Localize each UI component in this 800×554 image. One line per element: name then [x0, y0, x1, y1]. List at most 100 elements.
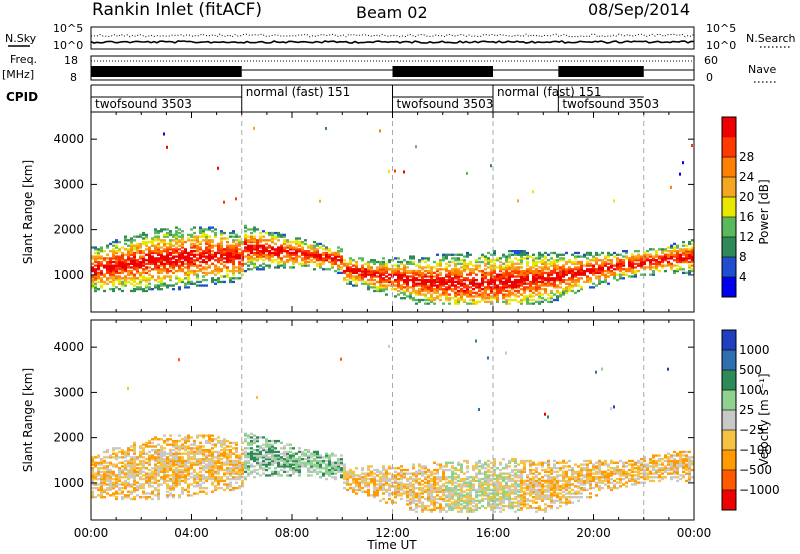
scatter-cell	[244, 438, 247, 441]
scatter-cell	[211, 456, 214, 459]
scatter-cell	[442, 278, 445, 282]
scatter-cell	[415, 492, 418, 495]
scatter-cell	[136, 485, 139, 488]
scatter-cell	[565, 251, 568, 255]
scatter-cell	[106, 271, 109, 275]
scatter-cell	[448, 468, 451, 472]
scatter-cell	[403, 269, 406, 273]
scatter-cell	[142, 255, 145, 258]
scatter-cell	[379, 481, 382, 484]
scatter-cell	[262, 251, 265, 255]
scatter-cell	[205, 262, 208, 265]
scatter-cell	[211, 277, 214, 280]
scatter-cell	[316, 459, 319, 463]
scatter-cell	[292, 240, 295, 244]
scatter-cell	[322, 248, 325, 251]
scatter-cell	[223, 275, 226, 278]
scatter-cell	[199, 441, 202, 445]
scatter-cell	[406, 278, 409, 282]
scatter-cell	[367, 494, 370, 497]
scatter-cell	[193, 244, 196, 247]
scatter-cell	[451, 508, 454, 511]
scatter-cell	[202, 448, 205, 452]
scatter-cell	[376, 486, 379, 490]
scatter-cell	[94, 472, 97, 475]
scatter-cell	[316, 465, 319, 468]
scatter-cell	[526, 282, 529, 285]
scatter-cell	[112, 477, 115, 481]
scatter-cell	[682, 253, 685, 256]
scatter-cell	[526, 262, 529, 265]
scatter-cell	[451, 501, 454, 504]
scatter-cell	[253, 126, 255, 130]
scatter-cell	[157, 230, 160, 233]
scatter-cell	[268, 231, 271, 235]
scatter-cell	[106, 282, 109, 285]
scatter-cell	[133, 459, 136, 463]
scatter-cell	[388, 467, 391, 470]
scatter-cell	[445, 481, 448, 484]
scatter-cell	[235, 244, 238, 247]
scatter-cell	[154, 286, 157, 289]
scatter-cell	[340, 257, 343, 260]
scatter-cell	[175, 468, 178, 472]
scatter-cell	[466, 286, 469, 289]
scatter-cell	[508, 253, 511, 256]
scatter-cell	[196, 284, 199, 287]
scatter-cell	[589, 268, 592, 271]
scatter-cell	[250, 443, 253, 446]
scatter-cell	[196, 240, 199, 244]
scatter-cell	[334, 262, 337, 265]
scatter-cell	[448, 273, 451, 276]
scatter-cell	[112, 240, 115, 244]
scatter-cell	[172, 488, 175, 492]
scatter-cell	[115, 490, 118, 493]
scatter-cell	[379, 266, 382, 269]
scatter-cell	[670, 266, 673, 269]
scatter-cell	[406, 503, 409, 506]
scatter-cell	[202, 486, 205, 490]
scatter-cell	[160, 477, 163, 481]
scatter-cell	[166, 443, 169, 446]
scatter-cell	[379, 284, 382, 287]
scatter-cell	[181, 458, 184, 461]
scatter-cell	[439, 280, 442, 284]
scatter-cell	[277, 260, 280, 264]
scatter-cell	[628, 259, 631, 262]
scatter-cell	[160, 459, 163, 463]
scatter-cell	[481, 269, 484, 273]
scatter-cell	[244, 434, 247, 437]
scatter-cell	[301, 240, 304, 244]
scatter-cell	[229, 467, 232, 470]
scatter-cell	[475, 282, 478, 285]
scatter-cell	[436, 288, 439, 291]
scatter-cell	[445, 253, 448, 256]
scatter-cell	[502, 253, 505, 256]
scatter-cell	[349, 277, 352, 280]
scatter-cell	[568, 289, 571, 293]
scatter-cell	[250, 244, 253, 247]
scatter-cell	[373, 472, 376, 475]
scatter-cell	[418, 483, 421, 486]
scatter-cell	[457, 289, 460, 293]
scatter-cell	[172, 463, 175, 466]
scatter-cell	[367, 483, 370, 486]
scatter-cell	[187, 253, 190, 256]
scatter-cell	[688, 255, 691, 258]
scatter-cell	[316, 450, 319, 454]
scatter-cell	[433, 297, 436, 300]
scatter-cell	[562, 275, 565, 278]
scatter-cell	[199, 434, 202, 437]
colorbar-swatch	[722, 197, 736, 218]
scatter-cell	[328, 459, 331, 463]
scatter-cell	[499, 266, 502, 269]
scatter-cell	[253, 240, 256, 244]
scatter-cell	[313, 454, 316, 457]
scatter-cell	[205, 233, 208, 237]
scatter-cell	[577, 271, 580, 275]
scatter-cell	[619, 277, 622, 280]
scatter-cell	[181, 269, 184, 273]
scatter-cell	[139, 244, 142, 247]
scatter-cell	[229, 248, 232, 251]
